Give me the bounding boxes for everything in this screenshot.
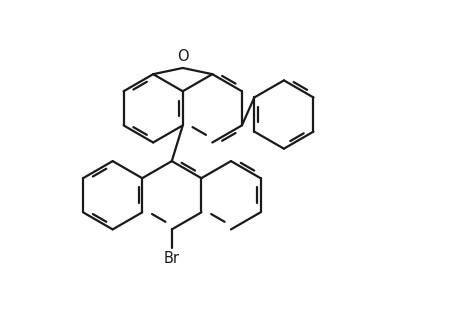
Text: Br: Br <box>164 251 180 265</box>
Text: O: O <box>177 49 189 64</box>
